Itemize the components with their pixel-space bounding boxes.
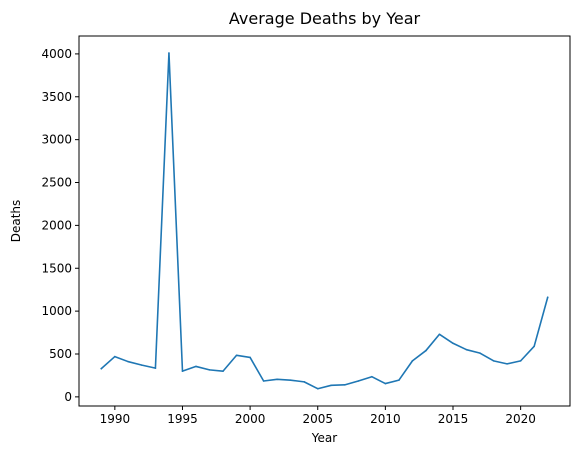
chart-title: Average Deaths by Year [229,9,421,28]
data-point [330,384,333,387]
y-axis-label: Deaths [9,200,23,243]
data-point [262,380,265,382]
y-tick-label: 3000 [41,133,72,147]
data-point [141,364,143,366]
y-axis: 0 500 1000 1500 2000 2500 3000 3500 4000 [41,47,79,404]
y-tick-label: 1500 [41,261,72,275]
data-point [168,52,170,54]
data-point [506,363,508,365]
series-line [100,52,549,390]
x-tick-label: 2015 [438,412,469,426]
data-point [114,355,116,358]
data-point [276,378,278,381]
x-tick-label: 2010 [370,412,401,426]
x-axis: 1990 1995 2000 2005 2010 2015 2020 [100,406,536,426]
data-point [235,354,238,357]
data-point [425,349,427,352]
data-point [384,382,387,385]
data-point [343,384,346,386]
data-point [479,352,481,354]
data-point [519,360,522,362]
data-point [316,387,319,390]
data-point [546,296,549,299]
y-tick-label: 2500 [41,176,72,190]
data-point [533,345,535,348]
x-tick-label: 1990 [100,412,131,426]
x-tick-label: 2020 [505,412,536,426]
data-point [208,369,211,371]
data-point [371,375,373,378]
x-axis-label: Year [311,431,337,445]
y-tick-label: 500 [49,347,72,361]
data-point [100,367,103,370]
data-point [154,367,157,369]
data-point [465,348,468,351]
x-tick-label: 1995 [167,412,198,426]
data-point [411,360,414,362]
data-point [181,370,184,372]
data-point [303,381,306,383]
data-point [127,360,130,363]
data-point [289,379,292,381]
data-point [492,360,495,362]
y-tick-label: 2000 [41,218,72,232]
data-point [195,365,197,368]
y-tick-label: 1000 [41,304,72,318]
y-tick-label: 4000 [41,47,72,61]
data-point [452,342,454,345]
axes-frame [78,35,571,407]
data-point [438,333,441,336]
data-point [222,370,224,372]
y-tick-label: 3500 [41,90,72,104]
data-point [398,379,400,381]
data-point [357,380,360,382]
data-point [249,356,251,359]
y-tick-label: 0 [64,390,72,404]
x-tick-label: 2000 [235,412,266,426]
series-layer [100,52,549,390]
x-tick-label: 2005 [302,412,333,426]
